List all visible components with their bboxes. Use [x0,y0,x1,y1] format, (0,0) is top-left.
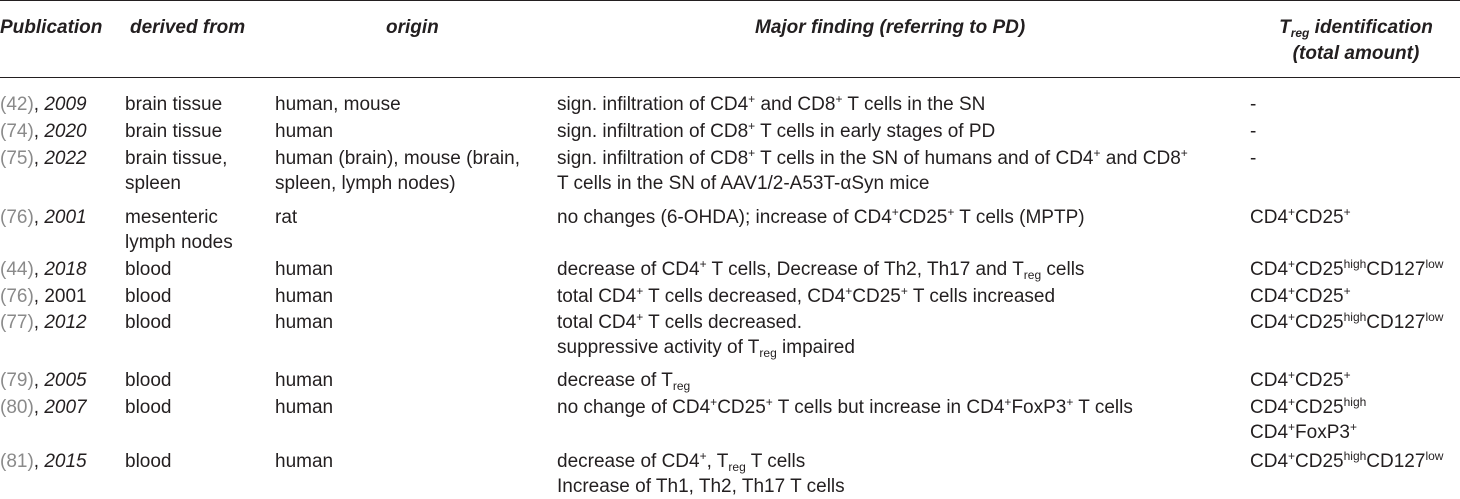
publication-cell: (77), 2012 [0,312,87,333]
treg-cell: CD4+CD25high CD4+FoxP3+ [1250,395,1367,443]
header-treg-line2: (total amount) [1292,43,1420,64]
table-top-rule [0,0,1460,1]
finding-cell: sign. infiltration of CD4+ and CD8+ T ce… [557,92,986,115]
reference-link[interactable]: (75) [0,148,34,169]
derived-from-cell: blood [125,397,172,418]
header-bottom-rule [0,77,1460,78]
publication-cell: (76), 2001 [0,207,87,228]
reference-link[interactable]: (79) [0,370,34,391]
finding-cell: sign. infiltration of CD8+ T cells in th… [557,146,1188,194]
header-treg-rest: identification [1309,17,1433,38]
treg-cell: CD4+CD25+ [1250,205,1351,228]
origin-cell: human [275,259,334,280]
origin-cell: human [275,370,334,391]
origin-cell: human (brain), mouse (brain, spleen, lymp… [275,148,520,194]
header-major-finding: Major finding (referring to PD) [755,17,1026,38]
reference-link[interactable]: (80) [0,397,34,418]
derived-from-cell: blood [125,451,172,472]
header-treg-identification: Treg identification (total amount) [1256,15,1456,67]
derived-from-cell: blood [125,312,172,333]
reference-link[interactable]: (42) [0,94,34,115]
publication-cell: (79), 2005 [0,370,87,391]
finding-cell: total CD4+ T cells decreased. suppressiv… [557,310,855,360]
treg-cell: CD4+CD25highCD127low [1250,449,1444,472]
origin-cell: human [275,121,334,142]
treg-cell: CD4+CD25highCD127low [1250,310,1444,333]
publication-cell: (76), 2001 [0,286,87,307]
reference-link[interactable]: (76) [0,286,34,307]
finding-cell: no changes (6-OHDA); increase of CD4+CD2… [557,205,1085,228]
origin-cell: human, mouse [275,94,401,115]
reference-link[interactable]: (81) [0,451,34,472]
finding-cell: sign. infiltration of CD8+ T cells in ea… [557,119,996,142]
treg-cell: CD4+CD25+ [1250,368,1351,391]
reference-link[interactable]: (76) [0,207,34,228]
finding-cell: no change of CD4+CD25+ T cells but incre… [557,395,1133,418]
derived-from-cell: blood [125,286,172,307]
origin-cell: human [275,397,334,418]
finding-cell: decrease of CD4+ T cells, Decrease of Th… [557,257,1085,282]
header-publication: Publication [0,17,103,38]
origin-cell: human [275,312,334,333]
origin-cell: human [275,451,334,472]
treg-cell: - [1250,121,1257,142]
publication-cell: (80), 2007 [0,397,87,418]
header-origin: origin [386,17,439,38]
publication-cell: (42), 2009 [0,94,87,115]
reference-link[interactable]: (74) [0,121,34,142]
reference-link[interactable]: (77) [0,312,34,333]
finding-cell: decrease of Treg [557,370,691,393]
header-derived-from: derived from [130,17,246,38]
derived-from-cell: brain tissue [125,94,223,115]
finding-cell: decrease of CD4+, Treg T cells Increase … [557,449,845,497]
publication-cell: (74), 2020 [0,121,87,142]
header-treg-t: T [1279,17,1291,38]
publication-cell: (44), 2018 [0,259,87,280]
derived-from-cell: brain tissue [125,121,223,142]
publication-cell: (75), 2022 [0,148,87,169]
derived-from-cell: blood [125,259,172,280]
origin-cell: human [275,286,334,307]
treg-cell: - [1250,94,1257,115]
treg-cell: CD4+CD25highCD127low [1250,257,1444,280]
derived-from-cell: brain tissue, spleen [125,148,228,194]
treg-cell: - [1250,148,1257,169]
publication-cell: (81), 2015 [0,451,87,472]
reference-link[interactable]: (44) [0,259,34,280]
finding-cell: total CD4+ T cells decreased, CD4+CD25+ … [557,284,1056,307]
header-treg-sub: reg [1290,26,1310,40]
treg-cell: CD4+CD25+ [1250,284,1351,307]
derived-from-cell: mesenteric lymph nodes [125,207,233,253]
derived-from-cell: blood [125,370,172,391]
origin-cell: rat [275,207,298,228]
